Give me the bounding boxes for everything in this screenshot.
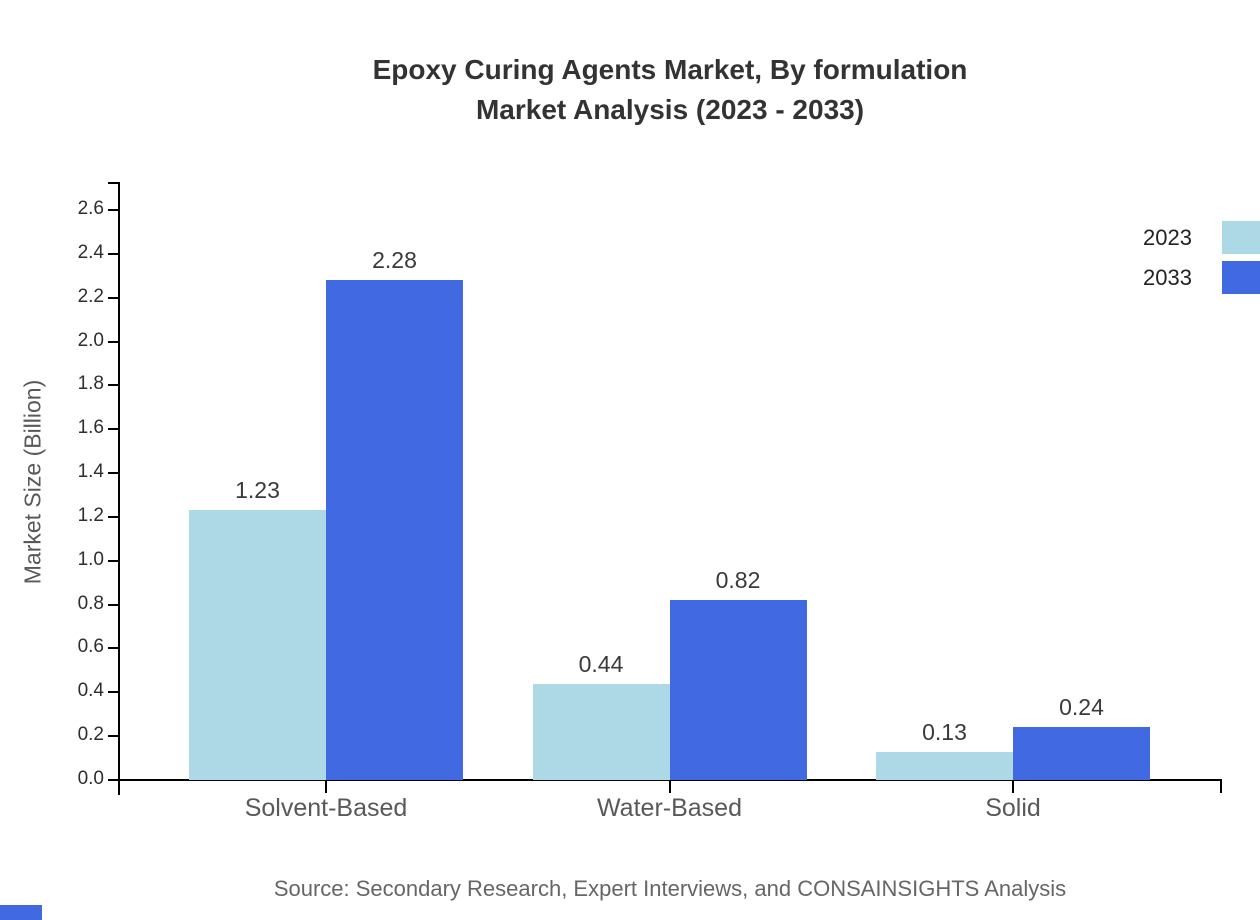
y-tick [108,779,120,781]
y-tick [108,341,120,343]
y-tick-label: 2.2 [77,286,104,307]
y-tick [108,384,120,386]
legend-swatch-2023 [1222,221,1260,254]
x-tick [325,780,327,793]
legend: 2023 2033 [1143,221,1260,294]
value-label-2023-solid: 0.13 [922,718,967,745]
y-tick-label: 1.8 [77,373,104,394]
legend-label-2023: 2023 [1143,224,1192,250]
y-tick-label: 2.0 [77,330,104,351]
legend-row-2023: 2023 [1143,221,1260,254]
value-label-2033-solvent-based: 2.28 [372,247,417,274]
y-tick [108,604,120,606]
bar-2033-solvent-based [326,280,463,780]
x-tick [1012,780,1014,793]
y-tick [108,209,120,211]
y-tick [108,516,120,518]
y-tick-label: 0.6 [77,636,104,657]
y-tick-label: 0.8 [77,593,104,614]
y-tick-label: 1.6 [77,417,104,438]
legend-label-2033: 2033 [1143,264,1192,290]
value-label-2033-water-based: 0.82 [715,567,761,594]
y-tick [108,428,120,430]
y-tick [108,472,120,474]
y-tick-label: 2.6 [77,198,104,219]
y-tick-label: 1.2 [77,505,104,526]
y-tick [108,560,120,562]
y-tick-label: 0.4 [77,680,104,701]
bar-2033-water-based [669,600,807,780]
y-tick [108,691,120,693]
y-tick-label: 1.4 [77,461,104,482]
category-label-water-based: Water-Based [597,794,742,822]
y-tick [108,647,120,649]
chart-title: Epoxy Curing Agents Market, By formulati… [80,50,1260,130]
legend-swatch-2033 [1222,261,1260,294]
y-axis-top-cap [108,182,120,184]
bar-2033-solid [1013,727,1150,780]
bar-2023-water-based [532,683,670,780]
source-note: Source: Secondary Research, Expert Inter… [273,876,1067,901]
bar-2023-solid [876,751,1013,780]
x-tick [668,780,671,793]
y-tick-label: 1.0 [77,549,104,570]
bar-2023-solvent-based [189,510,326,780]
y-axis-label: Market Size (Billion) [19,379,46,585]
y-tick-label: 0.0 [77,768,104,789]
y-tick-label: 0.2 [77,724,104,745]
value-label-2023-water-based: 0.44 [578,650,624,677]
y-tick [108,735,120,737]
chart-title-line1: Epoxy Curing Agents Market, By formulati… [372,54,968,85]
category-label-solid: Solid [985,794,1041,822]
y-axis-spine [118,182,120,795]
brand-corner-mark [0,905,42,920]
value-label-2033-solid: 0.24 [1059,694,1104,721]
y-tick [108,297,120,299]
x-axis-spine [108,779,1222,781]
y-tick [108,253,120,255]
y-tick-label: 2.4 [77,242,104,263]
chart-title-line2: Market Analysis (2023 - 2033) [475,94,865,125]
category-label-solvent-based: Solvent-Based [244,794,408,822]
x-axis-right-cap [1220,779,1222,793]
legend-row-2033: 2033 [1143,261,1260,294]
value-label-2023-solvent-based: 1.23 [235,477,280,504]
